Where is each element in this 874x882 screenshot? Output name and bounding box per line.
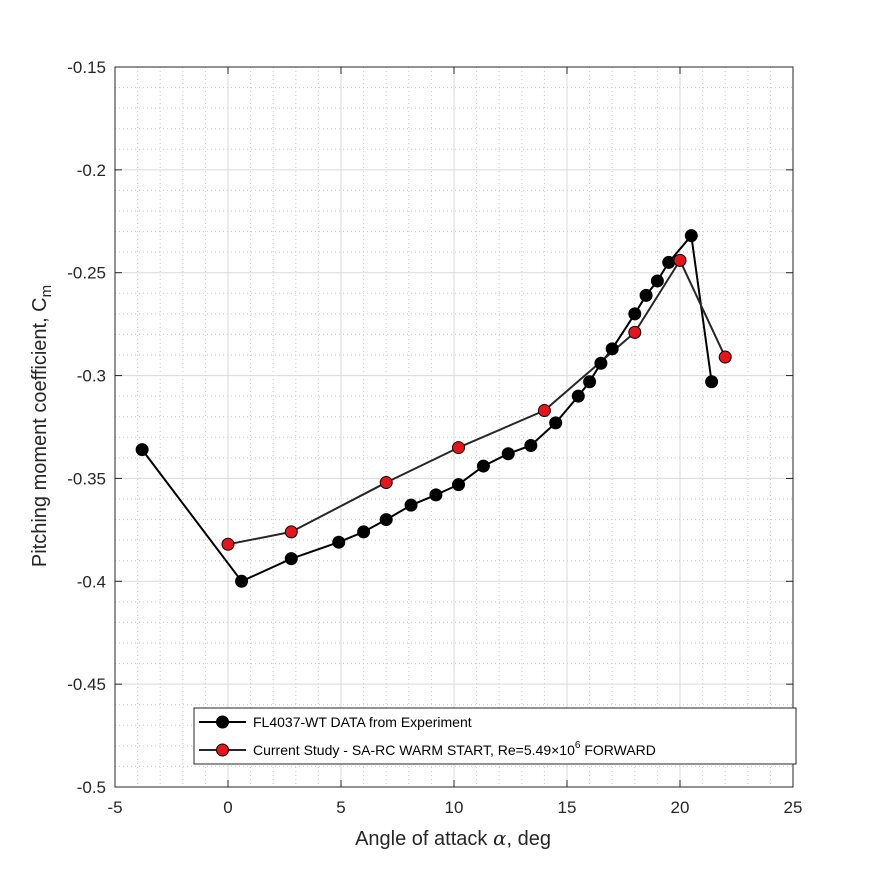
series-0-point xyxy=(429,488,443,502)
series-0-point xyxy=(524,439,538,453)
x-tick-label: 10 xyxy=(445,798,464,817)
series-line-1 xyxy=(227,259,727,546)
series-0-point xyxy=(650,274,664,288)
series-0-point xyxy=(284,552,298,566)
legend-marker-current-study xyxy=(216,743,229,757)
series-1-point xyxy=(284,525,298,539)
series-0-point xyxy=(404,498,418,512)
series-0-point xyxy=(235,574,249,588)
x-tick-labels: -5 0 5 10 15 20 25 xyxy=(107,798,802,817)
series-lines xyxy=(141,234,727,583)
series-0-point xyxy=(571,389,585,403)
series-0-point xyxy=(379,513,393,527)
axis-ticks xyxy=(114,66,794,788)
alpha-symbol: α xyxy=(493,826,507,850)
series-0-point xyxy=(594,356,608,370)
series-0-point xyxy=(628,307,642,321)
legend-marker-experiment xyxy=(216,715,229,729)
series-1-point xyxy=(452,441,466,455)
x-axis-label: Angle of attack α, deg xyxy=(355,826,551,850)
x-tick-label: 15 xyxy=(558,798,577,817)
x-tick-label: 25 xyxy=(784,798,803,817)
x-tick-label: -5 xyxy=(107,798,122,817)
series-0-point xyxy=(705,375,719,389)
series-0-point xyxy=(357,525,371,539)
legend: FL4037-WT DATA from Experiment Current S… xyxy=(193,707,797,765)
y-tick-label: -0.15 xyxy=(67,58,106,77)
series-0-point xyxy=(684,229,698,243)
y-tick-label: -0.45 xyxy=(67,675,106,694)
y-tick-labels: -0.5 -0.45 -0.4 -0.35 -0.3 -0.25 -0.2 -0.15 xyxy=(67,58,106,797)
x-tick-label: 5 xyxy=(336,798,345,817)
series-1-point xyxy=(537,404,551,418)
y-tick-label: -0.4 xyxy=(77,572,106,591)
series-0-point xyxy=(662,255,676,269)
x-tick-label: 20 xyxy=(671,798,690,817)
legend-entry-experiment: FL4037-WT DATA from Experiment xyxy=(199,714,472,730)
y-tick-label: -0.2 xyxy=(77,161,106,180)
legend-label-current-study: Current Study - SA-RC WARM START, Re=5.4… xyxy=(253,740,656,758)
y-tick-label: -0.35 xyxy=(67,469,106,488)
series-0-point xyxy=(135,443,149,457)
series-markers xyxy=(135,229,732,588)
series-1-point xyxy=(718,350,732,364)
series-1-point xyxy=(379,476,393,490)
series-0-point xyxy=(452,478,466,492)
series-0-point xyxy=(476,459,490,473)
y-tick-label: -0.3 xyxy=(77,367,106,386)
series-1-point xyxy=(673,253,687,267)
series-0-point xyxy=(549,416,563,430)
x-tick-label: 0 xyxy=(223,798,232,817)
legend-entry-current-study: Current Study - SA-RC WARM START, Re=5.4… xyxy=(199,740,656,758)
y-axis-label: Pitching moment coefficient, Cm xyxy=(29,285,55,567)
series-1-point xyxy=(221,537,235,551)
series-1-point xyxy=(628,325,642,339)
y-tick-label: -0.5 xyxy=(77,778,106,797)
series-0-point xyxy=(639,288,653,302)
legend-label-experiment: FL4037-WT DATA from Experiment xyxy=(253,714,472,730)
series-0-point xyxy=(501,447,515,461)
legend-box xyxy=(193,707,797,765)
series-0-point xyxy=(583,375,597,389)
series-0-point xyxy=(605,342,619,356)
y-tick-label: -0.25 xyxy=(67,264,106,283)
major-grid xyxy=(114,66,794,788)
series-0-point xyxy=(332,535,346,549)
